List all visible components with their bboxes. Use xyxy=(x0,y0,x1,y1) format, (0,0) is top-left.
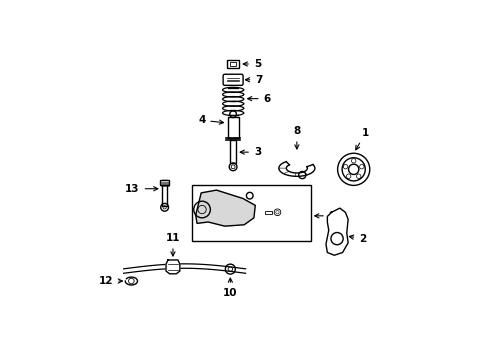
Text: 4: 4 xyxy=(198,115,223,125)
Polygon shape xyxy=(326,208,348,255)
Bar xyxy=(230,140,236,163)
Text: 11: 11 xyxy=(166,233,180,256)
Bar xyxy=(227,117,239,138)
Text: 13: 13 xyxy=(125,184,158,194)
Text: 8: 8 xyxy=(293,126,300,149)
Bar xyxy=(230,62,237,66)
Bar xyxy=(192,185,311,242)
Polygon shape xyxy=(279,162,315,176)
Text: 7: 7 xyxy=(245,75,263,85)
Text: 6: 6 xyxy=(247,94,271,104)
FancyBboxPatch shape xyxy=(223,74,243,85)
Text: 5: 5 xyxy=(243,59,261,69)
Bar xyxy=(227,59,239,68)
Text: 1: 1 xyxy=(356,128,369,150)
Bar xyxy=(265,211,272,214)
Text: 2: 2 xyxy=(349,234,367,244)
Text: 12: 12 xyxy=(99,276,122,286)
Polygon shape xyxy=(196,190,255,226)
Text: 9: 9 xyxy=(315,211,336,221)
Text: 3: 3 xyxy=(240,147,261,157)
Bar xyxy=(161,180,169,185)
Text: 10: 10 xyxy=(223,278,238,298)
Polygon shape xyxy=(166,260,180,274)
Bar xyxy=(162,180,168,206)
